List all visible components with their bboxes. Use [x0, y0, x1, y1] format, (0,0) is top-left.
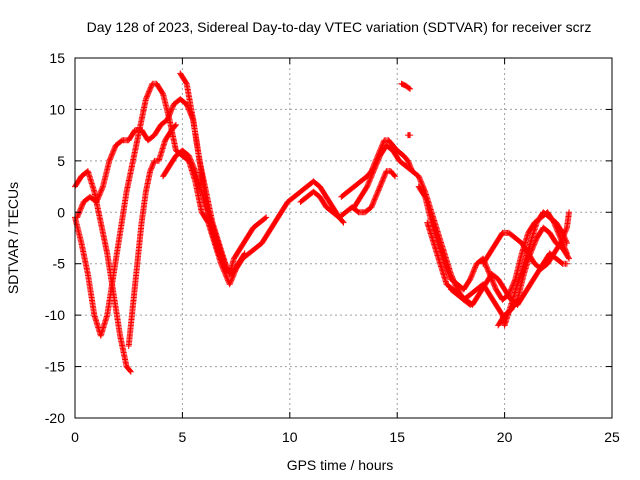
y-tick-label: 10 — [49, 101, 65, 117]
series-trace-5 — [177, 70, 248, 277]
y-tick-label: -10 — [45, 307, 65, 323]
series-markers — [125, 121, 179, 349]
y-axis-label: SDTVAR / TECUs — [5, 182, 21, 294]
y-tick-label: 0 — [57, 204, 65, 220]
x-tick-label: 15 — [389, 429, 405, 445]
series-markers — [415, 183, 570, 303]
plot-frame — [74, 57, 613, 419]
x-tick-label: 10 — [282, 429, 298, 445]
series-trace-7 — [297, 168, 399, 221]
grid-layer — [75, 58, 612, 418]
series-trace-12 — [447, 286, 474, 308]
series-markers — [74, 96, 270, 277]
x-tick-label: 5 — [179, 429, 187, 445]
series-markers — [398, 80, 414, 92]
chart-title: Day 128 of 2023, Sidereal Day-to-day VTE… — [87, 19, 592, 35]
series-trace-16 — [404, 132, 414, 139]
x-tick-label: 20 — [497, 429, 513, 445]
x-axis-label: GPS time / hours — [287, 457, 394, 473]
x-tick-label: 0 — [71, 429, 79, 445]
series-markers — [297, 168, 399, 221]
series-markers — [447, 286, 474, 308]
series-trace-15 — [398, 80, 414, 92]
y-tick-label: -15 — [45, 359, 65, 375]
y-tick-label: -5 — [53, 256, 66, 272]
marks-layer — [72, 70, 573, 375]
x-tick-label: 25 — [604, 429, 620, 445]
series-markers — [160, 147, 229, 267]
series-markers — [177, 70, 248, 277]
series-trace-4 — [125, 121, 179, 349]
series-trace-14 — [495, 224, 573, 329]
series-trace-6 — [160, 147, 229, 267]
series-markers — [404, 132, 414, 139]
series-markers — [495, 224, 573, 329]
series-trace-3 — [74, 96, 270, 277]
y-tick-label: 5 — [57, 153, 65, 169]
y-tick-label: -20 — [45, 410, 65, 426]
y-tick-label: 15 — [49, 50, 65, 66]
ticks-layer: 0 5 10 15 20 25 -20 -15 -10 -5 0 5 10 15 — [45, 50, 620, 445]
series-trace-10 — [415, 183, 570, 303]
